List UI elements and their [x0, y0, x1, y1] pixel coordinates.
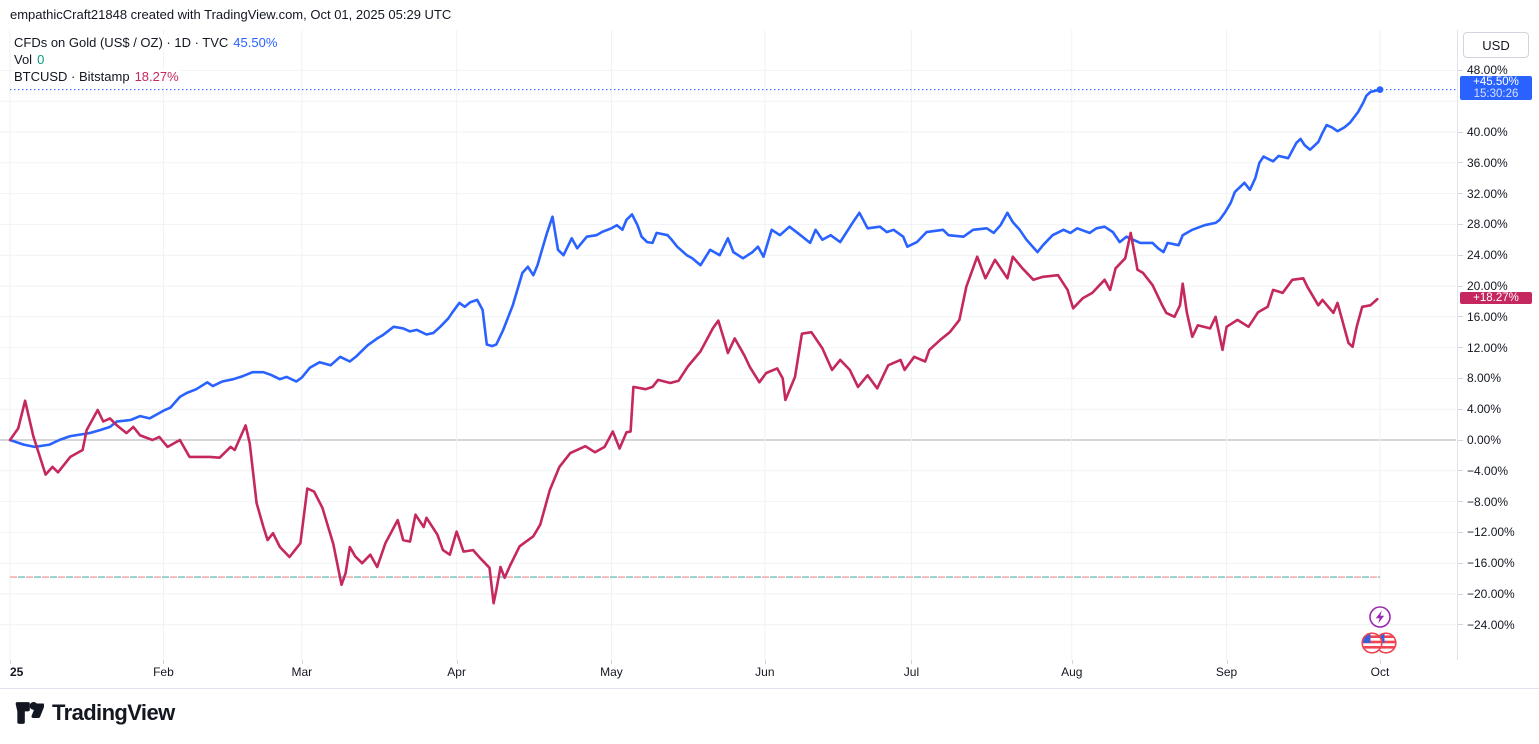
price-tick-label: 20.00%: [1467, 279, 1508, 293]
time-tick-mark: [163, 660, 165, 664]
volume-value: 0: [37, 52, 45, 67]
price-tick-mark: [1458, 131, 1463, 133]
price-tick-label: 28.00%: [1467, 217, 1508, 232]
price-tick-mark: [1458, 377, 1463, 379]
price-tick-label: −4.00%: [1467, 463, 1509, 478]
price-tick-label: 4.00%: [1467, 402, 1502, 417]
price-scale[interactable]: USD +45.50% 15:30:26 +18.27% 48.00% 40.00…: [1457, 30, 1539, 660]
time-tick-label: May: [600, 665, 623, 679]
price-tick-label: −12.00%: [1467, 525, 1515, 540]
chart-bottom-border: [0, 688, 1539, 689]
gold-change-value: 45.50%: [233, 35, 278, 50]
time-tick-mark: [611, 660, 613, 664]
time-tick-mark: [1071, 660, 1073, 664]
tradingview-brand-text: TradingView: [52, 700, 175, 725]
price-tick-label: 24.00%: [1467, 248, 1508, 263]
price-tick-mark: [1458, 470, 1463, 472]
gold-last-point-dot: [1376, 86, 1384, 94]
price-tick-mark: [1458, 593, 1463, 595]
price-tick-mark: [1458, 408, 1463, 410]
price-tick-label: −20.00%: [1467, 587, 1515, 601]
gold-badge-change: +45.50%: [1473, 75, 1519, 88]
price-tick-mark: [1458, 254, 1463, 256]
time-tick-mark: [1226, 660, 1228, 664]
price-tick-mark: [1458, 223, 1463, 225]
price-tick-label: 36.00%: [1467, 155, 1508, 170]
time-tick-label: Sep: [1215, 665, 1238, 679]
currency-unit-button[interactable]: USD: [1463, 32, 1529, 58]
price-tick-mark: [1458, 316, 1463, 318]
price-tick-label: −8.00%: [1467, 494, 1509, 509]
btc-symbol-title: BTCUSD · Bitstamp: [14, 69, 130, 84]
legend-row-volume[interactable]: Vol 0: [14, 52, 47, 69]
time-tick-label: Jul: [903, 665, 920, 679]
price-tick-mark: [1458, 501, 1463, 503]
us-flags-event-icon[interactable]: [1361, 632, 1397, 654]
time-tick-mark: [1380, 660, 1381, 664]
time-tick-mark: [456, 660, 458, 664]
price-tick-label: 16.00%: [1467, 309, 1508, 324]
price-tick-mark: [1458, 162, 1463, 164]
time-tick-label: Feb: [153, 665, 174, 679]
time-tick-label: 25: [10, 665, 24, 679]
price-tick-mark: [1458, 69, 1463, 71]
price-tick-label: −16.00%: [1467, 556, 1515, 571]
price-tick-mark: [1458, 285, 1463, 287]
price-tick-mark: [1458, 347, 1463, 349]
price-tick-label: 32.00%: [1467, 186, 1508, 201]
legend-row-gold[interactable]: CFDs on Gold (US$ / OZ) · 1D · TVC 45.50%: [14, 35, 280, 52]
volume-indicator-title: Vol: [14, 52, 33, 67]
lightning-event-icon[interactable]: [1369, 606, 1391, 628]
price-tick-mark: [1458, 439, 1463, 441]
time-tick-label: Mar: [291, 665, 313, 679]
price-tick-label: 0.00%: [1467, 433, 1502, 447]
btc-badge-change: +18.27%: [1473, 291, 1519, 304]
time-scale[interactable]: 25 Feb Mar Apr May Jun Jul Aug Sep Oct: [0, 660, 1457, 688]
btc-change-value: 18.27%: [134, 69, 179, 84]
price-tick-label: 8.00%: [1467, 371, 1502, 386]
tradingview-brand-link[interactable]: TradingView: [14, 700, 175, 726]
tradingview-logo-icon: [15, 702, 44, 724]
time-tick-label: Aug: [1061, 665, 1083, 679]
time-tick-label: Apr: [447, 665, 466, 679]
time-tick-mark: [301, 660, 303, 664]
btc-series-line[interactable]: [8, 231, 1379, 605]
time-tick-label: Jun: [755, 665, 775, 679]
gold-badge-countdown: 15:30:26: [1473, 87, 1519, 100]
price-tick-label: −24.00%: [1467, 617, 1515, 632]
btc-price-badge: +18.27%: [1460, 291, 1532, 304]
snapshot-attribution: empathicCraft21848 created with TradingV…: [10, 7, 452, 22]
price-tick-mark: [1458, 531, 1463, 533]
gold-price-badge: +45.50% 15:30:26: [1460, 75, 1532, 100]
price-tick-label: 40.00%: [1467, 125, 1508, 139]
time-tick-mark: [911, 660, 913, 664]
price-tick-mark: [1458, 193, 1463, 195]
time-tick-mark: [10, 660, 11, 664]
time-tick-label: Oct: [1370, 665, 1390, 679]
time-tick-mark: [764, 660, 766, 664]
price-chart[interactable]: [0, 30, 1457, 660]
price-tick-label: 12.00%: [1467, 340, 1508, 355]
gold-series-line[interactable]: [8, 88, 1382, 449]
legend-row-btc[interactable]: BTCUSD · Bitstamp 18.27%: [14, 69, 181, 86]
price-tick-mark: [1458, 624, 1463, 626]
gold-symbol-title: CFDs on Gold (US$ / OZ) · 1D · TVC: [14, 35, 229, 50]
price-tick-label: 48.00%: [1467, 63, 1508, 78]
price-tick-mark: [1458, 562, 1463, 564]
chart-legend: CFDs on Gold (US$ / OZ) · 1D · TVC 45.50%…: [14, 35, 280, 86]
